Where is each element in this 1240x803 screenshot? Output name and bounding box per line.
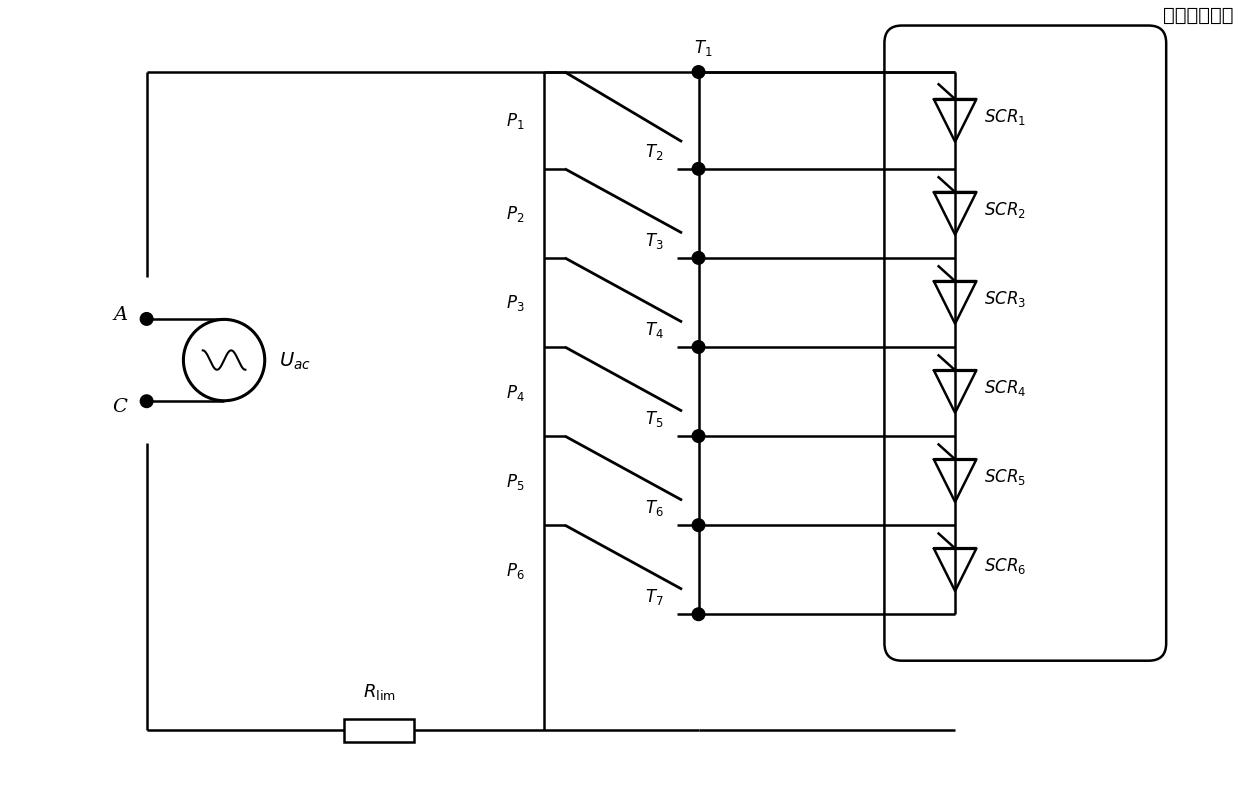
Circle shape xyxy=(692,430,704,442)
Circle shape xyxy=(692,608,704,621)
Text: $P_2$: $P_2$ xyxy=(506,204,525,224)
Text: $T_7$: $T_7$ xyxy=(645,587,663,607)
Text: $T_3$: $T_3$ xyxy=(645,231,663,251)
Text: $SCR_3$: $SCR_3$ xyxy=(985,288,1027,308)
Circle shape xyxy=(140,395,153,408)
Text: $P_3$: $P_3$ xyxy=(506,293,525,313)
Circle shape xyxy=(692,67,704,79)
Circle shape xyxy=(692,252,704,265)
Text: $T_4$: $T_4$ xyxy=(645,320,665,340)
Text: $T_2$: $T_2$ xyxy=(645,142,663,162)
Circle shape xyxy=(692,341,704,354)
Text: $T_6$: $T_6$ xyxy=(645,498,665,518)
Text: 串联晶闸管组: 串联晶闸管组 xyxy=(1163,6,1234,25)
Text: $SCR_4$: $SCR_4$ xyxy=(985,377,1027,397)
Text: A: A xyxy=(113,306,128,324)
Text: $P_4$: $P_4$ xyxy=(506,382,525,402)
Text: $P_1$: $P_1$ xyxy=(506,112,525,131)
Text: $P_6$: $P_6$ xyxy=(506,560,525,580)
Text: $R_{\mathrm{lim}}$: $R_{\mathrm{lim}}$ xyxy=(362,682,396,702)
Circle shape xyxy=(692,163,704,176)
Text: $T_5$: $T_5$ xyxy=(645,409,663,429)
Circle shape xyxy=(692,520,704,532)
Text: $P_5$: $P_5$ xyxy=(506,471,525,491)
Text: $SCR_5$: $SCR_5$ xyxy=(985,467,1027,486)
Text: C: C xyxy=(113,397,128,415)
Text: $SCR_2$: $SCR_2$ xyxy=(985,199,1027,219)
Text: $SCR_6$: $SCR_6$ xyxy=(985,555,1027,575)
FancyBboxPatch shape xyxy=(345,719,414,742)
Circle shape xyxy=(140,313,153,326)
Text: $U_{ac}$: $U_{ac}$ xyxy=(279,350,311,371)
Text: $SCR_1$: $SCR_1$ xyxy=(985,107,1027,126)
Text: $T_1$: $T_1$ xyxy=(694,38,713,58)
